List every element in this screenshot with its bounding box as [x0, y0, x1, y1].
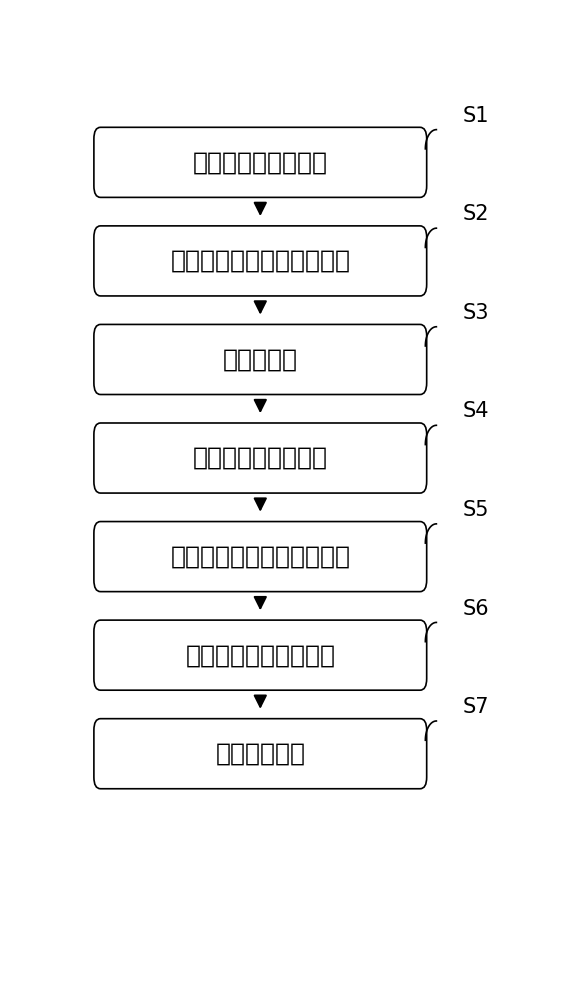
FancyBboxPatch shape: [94, 226, 427, 296]
FancyBboxPatch shape: [94, 620, 427, 690]
Text: 超平面表达式构建步骤: 超平面表达式构建步骤: [185, 643, 335, 667]
FancyBboxPatch shape: [94, 522, 427, 592]
Text: S4: S4: [463, 401, 489, 421]
Text: S1: S1: [463, 106, 489, 126]
Text: S3: S3: [463, 303, 489, 323]
FancyBboxPatch shape: [94, 423, 427, 493]
Text: 正负样本集构建步骤: 正负样本集构建步骤: [193, 150, 328, 174]
Text: 预处理步骤: 预处理步骤: [223, 347, 298, 371]
Text: S2: S2: [463, 204, 489, 224]
Text: 量化分类步骤: 量化分类步骤: [215, 742, 305, 766]
FancyBboxPatch shape: [94, 719, 427, 789]
Text: S6: S6: [463, 599, 490, 619]
FancyBboxPatch shape: [94, 324, 427, 395]
Text: S7: S7: [463, 697, 489, 717]
FancyBboxPatch shape: [94, 127, 427, 197]
Text: 基因表达量估算步骤: 基因表达量估算步骤: [193, 446, 328, 470]
Text: S5: S5: [463, 500, 489, 520]
Text: 基因测序读取序列获取步骤: 基因测序读取序列获取步骤: [170, 249, 350, 273]
Text: 差异表达基因标记确定步骤: 差异表达基因标记确定步骤: [170, 545, 350, 569]
